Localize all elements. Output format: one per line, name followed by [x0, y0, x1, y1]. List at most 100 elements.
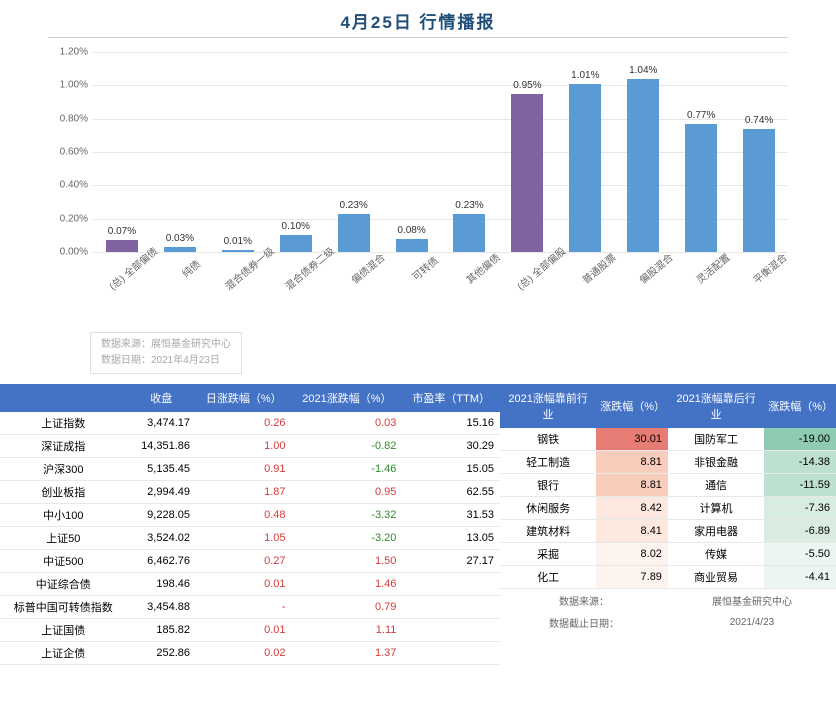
bar-chart: 0.00%0.20%0.40%0.60%0.80%1.00%1.20% 0.07… — [48, 42, 788, 322]
table-row: 轻工制造8.81非银金融-14.38 — [500, 451, 836, 474]
top-change: 8.81 — [596, 451, 668, 474]
index-table: 收盘日涨跌幅（%）2021涨跌幅（%）市盈率（TTM） 上证指数3,474.17… — [0, 384, 500, 665]
table-row: 钢铁30.01国防军工-19.00 — [500, 428, 836, 451]
bar: 0.95% — [511, 94, 543, 252]
table-row: 上证503,524.021.05-3.2013.05 — [0, 527, 500, 550]
bar: 0.23% — [338, 214, 370, 252]
bottom-change: -14.38 — [764, 451, 836, 474]
bar-slot: 1.01% — [556, 84, 614, 252]
bar-value-label: 0.03% — [166, 233, 194, 244]
chart-bars: 0.07%0.03%0.01%0.10%0.23%0.08%0.23%0.95%… — [93, 52, 788, 252]
bar-slot: 1.04% — [614, 79, 672, 252]
bar-value-label: 0.23% — [455, 200, 483, 211]
close-value: 5,135.45 — [127, 458, 196, 481]
ytd-change: -1.46 — [292, 458, 403, 481]
day-change: 1.87 — [196, 481, 292, 504]
index-name: 创业板指 — [0, 481, 127, 504]
pe-value — [402, 619, 500, 642]
pe-value: 15.16 — [402, 412, 500, 435]
source-value: 展恒基金研究中心 — [668, 589, 836, 612]
source-value: 2021/4/23 — [668, 611, 836, 633]
top-change: 7.89 — [596, 566, 668, 589]
ytd-change: 0.03 — [292, 412, 403, 435]
day-change: 1.00 — [196, 435, 292, 458]
y-axis-label: 0.40% — [48, 180, 88, 191]
table-row: 上证指数3,474.170.260.0315.16 — [0, 412, 500, 435]
index-name: 上证50 — [0, 527, 127, 550]
index-name: 深证成指 — [0, 435, 127, 458]
top-change: 30.01 — [596, 428, 668, 451]
day-change: 0.26 — [196, 412, 292, 435]
title-underline — [48, 37, 788, 38]
source-label: 数据截止日期： — [500, 611, 668, 633]
pe-value: 15.05 — [402, 458, 500, 481]
bar: 0.77% — [685, 124, 717, 252]
chart-source: 数据来源：展恒基金研究中心 数据日期：2021年4月23日 — [90, 332, 242, 374]
tables-row: 收盘日涨跌幅（%）2021涨跌幅（%）市盈率（TTM） 上证指数3,474.17… — [0, 384, 836, 665]
bottom-sector: 通信 — [668, 474, 764, 497]
bar-value-label: 0.01% — [224, 236, 252, 247]
pe-value: 27.17 — [402, 550, 500, 573]
day-change: - — [196, 596, 292, 619]
pe-value: 13.05 — [402, 527, 500, 550]
close-value: 3,454.88 — [127, 596, 196, 619]
index-name: 上证国债 — [0, 619, 127, 642]
close-value: 14,351.86 — [127, 435, 196, 458]
source-line-1: 数据来源：展恒基金研究中心 — [101, 337, 231, 353]
table-row: 休闲服务8.42计算机-7.36 — [500, 497, 836, 520]
bar-value-label: 0.23% — [339, 200, 367, 211]
close-value: 9,228.05 — [127, 504, 196, 527]
table-row: 化工7.89商业贸易-4.41 — [500, 566, 836, 589]
top-sector: 轻工制造 — [500, 451, 596, 474]
table-header: 涨跌幅（%） — [596, 384, 668, 428]
top-sector: 建筑材料 — [500, 520, 596, 543]
bottom-change: -5.50 — [764, 543, 836, 566]
report-container: 4月25日 行情播报 0.00%0.20%0.40%0.60%0.80%1.00… — [0, 0, 836, 665]
y-axis-label: 1.00% — [48, 80, 88, 91]
page-title: 4月25日 行情播报 — [0, 0, 836, 37]
bottom-change: -4.41 — [764, 566, 836, 589]
day-change: 0.91 — [196, 458, 292, 481]
index-name: 上证指数 — [0, 412, 127, 435]
chart-x-labels: (总) 全部偏债纯债混合债券一级混合债券二级偏债混合可转债其他偏债(总) 全部偏… — [93, 256, 788, 279]
bottom-change: -6.89 — [764, 520, 836, 543]
pe-value — [402, 573, 500, 596]
bottom-change: -7.36 — [764, 497, 836, 520]
table-row: 中证综合债198.460.011.46 — [0, 573, 500, 596]
ytd-change: 0.95 — [292, 481, 403, 504]
table-row: 沪深3005,135.450.91-1.4615.05 — [0, 458, 500, 481]
table-header: 收盘 — [127, 384, 196, 412]
table-row: 银行8.81通信-11.59 — [500, 474, 836, 497]
bar-value-label: 1.01% — [571, 70, 599, 81]
ytd-change: 1.50 — [292, 550, 403, 573]
pe-value: 62.55 — [402, 481, 500, 504]
table-header: 日涨跌幅（%） — [196, 384, 292, 412]
day-change: 0.01 — [196, 573, 292, 596]
table-row: 标普中国可转债指数3,454.88-0.79 — [0, 596, 500, 619]
ytd-change: 1.46 — [292, 573, 403, 596]
bottom-sector: 非银金融 — [668, 451, 764, 474]
close-value: 198.46 — [127, 573, 196, 596]
top-sector: 采掘 — [500, 543, 596, 566]
table-row: 建筑材料8.41家用电器-6.89 — [500, 520, 836, 543]
source-label: 数据来源： — [500, 589, 668, 612]
bar-slot: 0.74% — [730, 129, 788, 252]
day-change: 0.02 — [196, 642, 292, 665]
index-name: 中小100 — [0, 504, 127, 527]
table-header — [0, 384, 127, 412]
bottom-change: -19.00 — [764, 428, 836, 451]
y-axis-label: 1.20% — [48, 47, 88, 58]
table-row: 采掘8.02传媒-5.50 — [500, 543, 836, 566]
pe-value — [402, 596, 500, 619]
close-value: 2,994.49 — [127, 481, 196, 504]
bottom-sector: 传媒 — [668, 543, 764, 566]
bar-value-label: 0.77% — [687, 110, 715, 121]
pe-value: 31.53 — [402, 504, 500, 527]
bar: 1.01% — [569, 84, 601, 252]
index-name: 中证500 — [0, 550, 127, 573]
table-header: 2021涨幅靠后行业 — [668, 384, 764, 428]
table-header: 2021涨幅靠前行业 — [500, 384, 596, 428]
table-header: 市盈率（TTM） — [402, 384, 500, 412]
close-value: 252.86 — [127, 642, 196, 665]
close-value: 3,524.02 — [127, 527, 196, 550]
